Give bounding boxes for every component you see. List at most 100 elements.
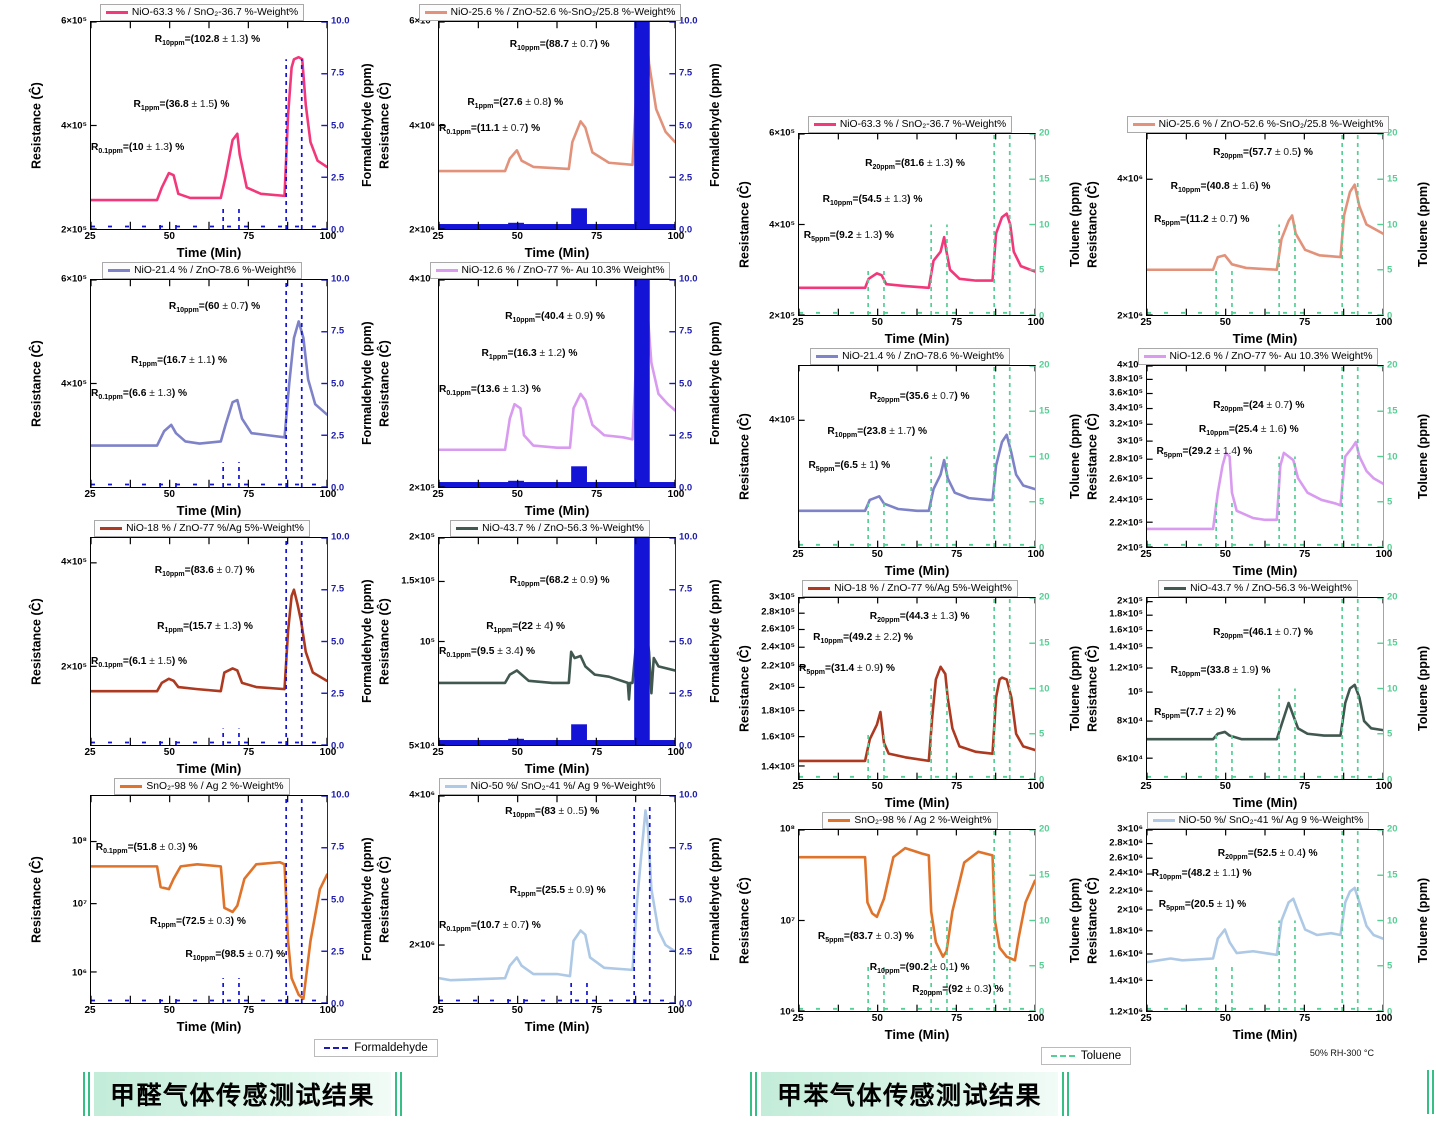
x-tick: 75 — [591, 231, 603, 242]
right-tick: 5.0 — [679, 636, 693, 647]
plot-band: Resistance (Ĉ) 4×10⁵ 2×10⁵ R10ppm=(40.4 ± 0… — [376, 274, 724, 494]
right-tick-labels: 10.0 7.5 5.0 2.5 0.0 — [676, 532, 706, 752]
series-legend-fa1: NiO-63.3 % / SnO₂-36.7 %-Weight% — [99, 4, 305, 21]
right-tick-labels: 10.0 7.5 5.0 2.5 0.0 — [328, 274, 358, 494]
annotation-R10ppm: R10ppm=(54.5 ± 1.3) % — [822, 193, 923, 207]
right-tick: 10.0 — [679, 531, 698, 543]
x-axis-label: Time (Min) — [884, 563, 950, 578]
annotation-R20ppm: R20ppm=(46.1 ± 0.7) % — [1213, 626, 1313, 640]
x-tick: 25 — [84, 1005, 96, 1016]
x-tick-labels: 25 50 75 100 — [84, 488, 336, 501]
annotation-R10ppm: R10ppm=(98.5 ± 0.7) % — [185, 949, 286, 963]
y-tick: 10⁵ — [1127, 686, 1143, 698]
annotation-R10ppm: R10ppm=(40.4 ± 0.9) % — [505, 311, 605, 325]
y-tick: 10⁷ — [780, 915, 796, 926]
y-tick: 4×10⁶ — [409, 789, 435, 801]
y-tick-labels: 4×10⁵ 3.8×10⁵ 3.6×10⁵ 3.4×10⁵ 3.2×10⁵ 3×10⁵ 2.… — [1101, 360, 1146, 554]
y-tick: 1.6×10⁵ — [761, 731, 795, 743]
toluene-dash-icon — [1050, 1055, 1075, 1057]
y-tick-labels: 3×10⁶ 2.8×10⁶ 2.6×10⁶ 2.4×10⁶ 2.2×10⁶ 2×10⁶ 1.… — [1101, 824, 1146, 1018]
right-tick: 7.5 — [331, 67, 345, 79]
plot-area: R0.1ppm=(51.8 ± 0.3) % R1ppm=(72.5 ± 0.3)… — [90, 795, 328, 1004]
plot-area: R10ppm=(88.7 ± 0.7) % R1ppm=(27.6 ± 0.8) … — [438, 21, 676, 230]
plot-band: Resistance (Ĉ) 10⁸ 10⁷ 10⁶ R0.1ppm=(51.8 ± 0… — [28, 790, 376, 1010]
right-tick: 0.0 — [679, 998, 693, 1010]
y-tick: 10⁶ — [72, 967, 87, 979]
x-axis-label: Time (Min) — [1232, 795, 1298, 810]
x-tick: 50 — [511, 489, 523, 500]
legend-label: NiO-43.7 % / ZnO-56.3 %-Weight% — [482, 523, 644, 534]
right-axis-label: Formaldehyde (ppm) — [359, 579, 374, 704]
plot-area: R20ppm=(35.6 ± 0.7) % R10ppm=(23.8 ± 1.7)… — [798, 365, 1036, 548]
y-tick: 4×10⁵ — [61, 556, 87, 568]
right-tick: 2.5 — [679, 430, 693, 442]
formaldehyde-dash-icon — [324, 1047, 349, 1049]
right-tick-labels: 20 15 10 5 0 — [1036, 592, 1066, 786]
x-tick-labels: 25 50 75 100 — [1140, 1012, 1392, 1025]
right-tick: 5.0 — [331, 636, 345, 647]
annotation-R10ppm: R10ppm=(88.7 ± 0.7) % — [509, 38, 610, 52]
annotation-R20ppm: R20ppm=(35.6 ± 0.7) % — [869, 391, 970, 405]
y-tick: 2.4×10⁵ — [761, 641, 795, 653]
legend-line-swatch — [1164, 587, 1187, 590]
right-tick: 20 — [1039, 823, 1050, 835]
right-axis-label: Formaldehyde (ppm) — [359, 837, 374, 962]
y-tick: 4×10⁵ — [1117, 359, 1143, 371]
x-tick: 100 — [667, 747, 685, 758]
right-tick: 10 — [1387, 219, 1398, 230]
y-tick-labels: 4×10⁵ — [753, 365, 798, 548]
x-tick: 100 — [1027, 549, 1045, 560]
x-tick: 50 — [163, 489, 175, 500]
right-tick: 2.5 — [331, 688, 345, 700]
x-tick: 25 — [1140, 1013, 1152, 1024]
y-tick: 6×10⁵ — [61, 15, 87, 27]
plot-band: Resistance (Ĉ) 6×10⁵ 4×10⁵ 2×10⁵ R10ppm=(102… — [28, 16, 376, 236]
y-tick-labels: 10⁸ 10⁷ 10⁶ — [45, 795, 90, 1004]
legend-line-swatch — [1152, 819, 1175, 822]
x-axis-label: Time (Min) — [176, 245, 242, 260]
x-tick-labels: 25 50 75 100 — [1140, 316, 1392, 329]
annotation-R5ppm: R5ppm=(6.5 ± 1) % — [808, 460, 891, 474]
x-tick-labels: 25 50 75 100 — [84, 230, 336, 243]
legend-label: NiO-50 %/ SnO₂-41 %/ Ag 9 %-Weight% — [470, 781, 656, 792]
x-tick: 25 — [792, 781, 804, 792]
plot-area: R20ppm=(81.6 ± 1.3) % R10ppm=(54.5 ± 1.3)… — [798, 133, 1036, 316]
y-tick: 2.6×10⁵ — [1109, 473, 1143, 485]
y-tick: 4×10⁵ — [769, 219, 795, 230]
y-axis-label: Resistance (Ĉ) — [29, 856, 44, 943]
y-tick: 2×10⁵ — [769, 681, 795, 693]
x-tick: 50 — [871, 1013, 883, 1024]
right-tick: 0.0 — [331, 224, 345, 236]
y-tick-labels: 2×10⁵ 1.5×10⁵ 10⁵ 5×10⁴ — [393, 532, 438, 752]
x-tick: 25 — [792, 549, 804, 560]
x-tick-labels: 25 50 75 100 — [792, 548, 1044, 561]
plot-band: Resistance (Ĉ) 3×10⁵ 2.8×10⁵ 2.6×10⁵ 2.4×10⁵… — [736, 592, 1084, 786]
x-tick: 50 — [163, 747, 175, 758]
toluene-banner-title: 甲苯气体传感测试结果 — [761, 1072, 1059, 1116]
right-tick-labels: 20 15 10 5 0 — [1384, 824, 1414, 1018]
plot-band: Resistance (Ĉ) 6×10⁵ 4×10⁵ 2×10⁵ R20ppm=(81.… — [736, 128, 1084, 322]
right-tick: 20 — [1387, 823, 1398, 835]
annotation-R20ppm: R20ppm=(81.6 ± 1.3) % — [865, 157, 965, 171]
y-tick: 2×10⁵ — [61, 661, 87, 673]
right-tick: 15 — [1039, 869, 1050, 881]
legend-label: NiO-63.3 % / SnO₂-36.7 %-Weight% — [131, 7, 299, 18]
y-tick: 10⁸ — [71, 835, 87, 847]
right-tick: 15 — [1387, 173, 1398, 185]
right-tick-labels: 10.0 7.5 5.0 2.5 0.0 — [328, 790, 358, 1010]
legend-label: NiO-21.4 % / ZnO-78.6 %-Weight% — [134, 265, 296, 276]
y-axis-label: Resistance (Ĉ) — [737, 413, 752, 500]
right-tick: 10 — [1039, 683, 1050, 694]
x-axis-label: Time (Min) — [1232, 563, 1298, 578]
plot-band: Resistance (Ĉ) 4×10⁵ 2×10⁵ R10ppm=(83.6 ± 0… — [28, 532, 376, 752]
x-tick: 75 — [1299, 317, 1311, 328]
right-axis-label: Formaldehyde (ppm) — [707, 579, 722, 704]
plot-t2: NiO-25.6 % / ZnO-52.6 %-SnO₂/25.8 %-Weig… — [1084, 116, 1432, 348]
right-tick: 10.0 — [331, 273, 350, 285]
y-tick-labels: 3×10⁵ 2.8×10⁵ 2.6×10⁵ 2.4×10⁵ 2.2×10⁵ 2×10⁵ 1.… — [753, 592, 798, 780]
plot-t7: SnO₂-98 % / Ag 2 %-Weight% Resistance (Ĉ)… — [736, 812, 1084, 1044]
annotation-R10ppm: R10ppm=(83.6 ± 0.7) % — [154, 564, 255, 578]
x-tick: 75 — [243, 489, 255, 500]
x-tick: 50 — [1219, 1013, 1231, 1024]
y-tick: 4×10⁶ — [409, 120, 435, 131]
